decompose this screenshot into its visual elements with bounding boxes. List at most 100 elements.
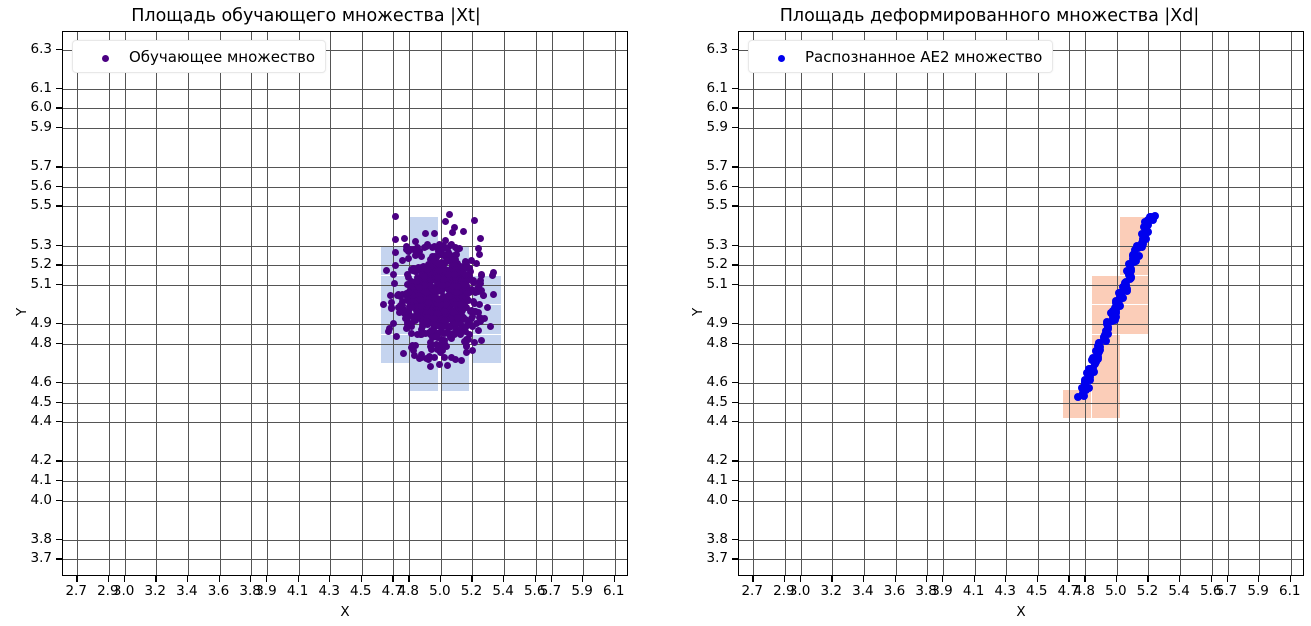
data-point [1130, 250, 1139, 259]
y-tick-mark [732, 87, 738, 90]
data-point [463, 263, 471, 271]
data-point [1102, 337, 1111, 346]
data-point [443, 256, 451, 264]
y-tick-mark [732, 499, 738, 501]
x-tick-label: 4.8 [397, 583, 419, 599]
data-point [447, 240, 455, 248]
x-tick-label: 4.1 [962, 583, 985, 599]
gridline-vertical [299, 32, 300, 575]
data-point [426, 282, 434, 290]
x-tick-label: 3.9 [931, 583, 953, 599]
data-point [1115, 301, 1124, 310]
data-point [464, 277, 472, 285]
data-point [428, 276, 436, 284]
data-point [404, 296, 412, 304]
gridline-horizontal [739, 246, 1303, 247]
gridline-vertical [1259, 32, 1260, 575]
gridline-vertical [330, 32, 331, 575]
gridline-vertical [943, 32, 944, 575]
data-point [404, 288, 412, 296]
x-tick-mark [973, 576, 975, 582]
y-tick-label: 4.8 [706, 334, 728, 351]
data-point [467, 257, 475, 265]
x-tick-label: 3.0 [788, 583, 811, 599]
data-point [434, 322, 442, 330]
y-tick-label: 5.1 [30, 275, 52, 292]
data-point [462, 258, 470, 266]
x-tick-mark [1147, 576, 1149, 582]
data-point [422, 330, 430, 338]
data-point [387, 292, 395, 300]
gridline-vertical [267, 32, 268, 575]
y-tick-label: 4.5 [30, 393, 52, 410]
y-tick-mark [732, 421, 738, 423]
data-point [474, 326, 482, 334]
data-point [449, 309, 457, 317]
panel-left: Площадь обучающего множества |Xt| Y X Об… [14, 6, 628, 620]
y-tick-mark [732, 381, 738, 384]
y-tick-mark [56, 244, 62, 246]
data-point [462, 322, 470, 330]
data-point [391, 280, 399, 288]
x-tick-label: 4.8 [1073, 583, 1095, 599]
data-point [471, 216, 479, 224]
gridline-vertical [975, 32, 976, 575]
data-point [475, 313, 483, 321]
data-point [460, 281, 468, 289]
gridline-horizontal [739, 540, 1303, 541]
plot-area-right [738, 31, 1304, 576]
data-point [386, 324, 394, 332]
data-point [1145, 212, 1154, 221]
gridline-horizontal [739, 383, 1303, 384]
y-tick-label: 5.9 [706, 119, 728, 136]
data-point [428, 326, 436, 334]
data-point [415, 266, 423, 274]
data-point [467, 308, 474, 316]
data-point [457, 356, 465, 364]
data-point [452, 319, 460, 327]
data-point [410, 346, 418, 354]
data-point [443, 343, 451, 351]
data-point [423, 313, 431, 321]
gridline-horizontal [739, 422, 1303, 423]
data-point [441, 353, 449, 361]
gridline-horizontal [63, 344, 627, 345]
data-point [447, 286, 455, 294]
y-tick-mark [56, 48, 62, 50]
data-point [459, 227, 467, 235]
x-tick-label: 4.7 [381, 583, 404, 599]
y-tick-mark [56, 127, 62, 129]
data-point [449, 228, 457, 236]
data-point [451, 271, 459, 279]
data-point [435, 241, 443, 249]
data-point [418, 303, 426, 311]
data-point [435, 247, 443, 255]
gridline-horizontal [739, 187, 1303, 188]
y-tick-label: 6.0 [30, 99, 52, 116]
x-tick-mark [862, 576, 865, 582]
x-tick-mark [155, 576, 157, 582]
y-tick-label: 4.1 [706, 471, 728, 488]
data-point [422, 289, 430, 297]
y-tick-label: 4.4 [706, 413, 728, 430]
gridline-horizontal [739, 461, 1303, 462]
legend-label-left: Обучающее множество [129, 47, 316, 66]
y-tick-label: 4.0 [30, 491, 52, 508]
y-axis-label-right: Y [690, 307, 706, 316]
x-tick-label: 3.6 [207, 583, 230, 599]
data-point [430, 294, 438, 302]
gridline-horizontal [739, 344, 1303, 345]
data-point [1134, 252, 1143, 261]
data-point [397, 302, 405, 310]
data-point [1085, 383, 1094, 392]
y-tick-label: 5.3 [706, 236, 728, 253]
x-tick-mark [360, 576, 363, 582]
data-point [1074, 392, 1083, 401]
x-tick-mark [439, 576, 442, 582]
data-point [425, 353, 433, 361]
data-point [434, 296, 442, 304]
data-point [420, 244, 428, 252]
data-point [445, 251, 453, 259]
data-point [419, 310, 427, 318]
data-point [400, 305, 408, 313]
